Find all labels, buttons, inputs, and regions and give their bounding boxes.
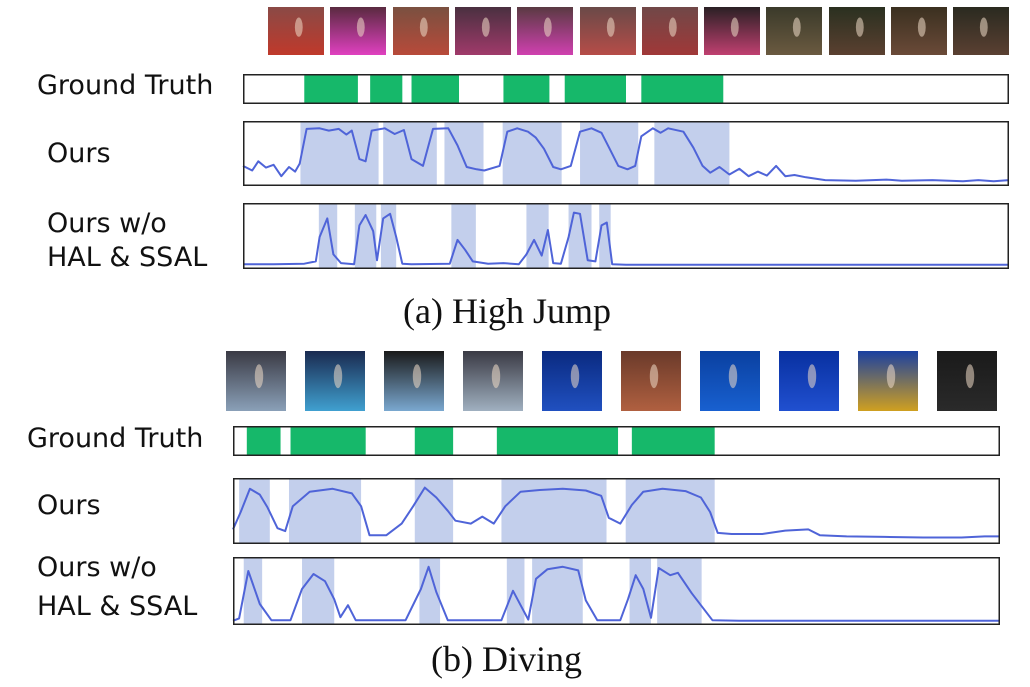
highlight-region	[419, 558, 441, 624]
row-label-ablation-line1: Ours w/o	[37, 552, 157, 583]
video-frame-thumbnail	[268, 7, 324, 55]
highlight-region	[354, 204, 377, 268]
plot-frame	[233, 478, 1000, 544]
video-frame-thumbnail	[704, 7, 761, 55]
plot-frame	[233, 426, 1000, 456]
video-frame-thumbnail	[392, 7, 449, 55]
plot-frame	[243, 203, 1009, 269]
row-label-ours: Ours	[37, 490, 101, 521]
gt-segment	[641, 75, 724, 103]
highlight-region	[302, 558, 335, 624]
gt-segment	[631, 427, 715, 455]
highlight-region	[300, 122, 379, 185]
video-frame-thumbnail	[226, 351, 286, 411]
panel-caption: (a) High Jump	[403, 291, 611, 331]
video-frame-thumbnail	[621, 351, 681, 411]
score-curve	[232, 565, 1000, 622]
gt-segment	[370, 75, 403, 103]
plot-frame	[233, 557, 1000, 625]
gt-segment	[503, 75, 550, 103]
panel-caption: (b) Diving	[431, 639, 582, 679]
video-frame-thumbnail	[641, 7, 698, 55]
highlight-region	[502, 122, 562, 185]
highlight-region	[239, 479, 270, 543]
highlight-region	[506, 558, 525, 624]
gt-segment	[246, 427, 281, 455]
highlight-region	[380, 204, 397, 268]
gt-segment	[411, 75, 460, 103]
highlight-region	[580, 122, 639, 185]
row-label-ablation-line1: Ours w/o	[47, 208, 167, 239]
plot-frame	[243, 74, 1009, 104]
row-label-ground-truth: Ground Truth	[27, 423, 204, 454]
highlight-region	[243, 558, 263, 624]
ours-score-plot	[242, 121, 1010, 186]
ground-truth-bar	[233, 426, 1000, 456]
highlight-region	[657, 558, 702, 624]
row-label-ours: Ours	[47, 138, 111, 169]
plot-frame	[243, 121, 1009, 186]
highlight-region	[318, 204, 338, 268]
highlight-region	[629, 558, 652, 624]
ground-truth-bar	[243, 74, 1009, 104]
score-curve	[232, 486, 1000, 539]
gt-segment	[564, 75, 626, 103]
video-frame-thumbnail	[542, 351, 602, 411]
gt-segment	[414, 427, 454, 455]
video-frame-thumbnail	[891, 7, 947, 55]
highlight-region	[526, 204, 549, 268]
video-frame-thumbnail	[330, 7, 387, 55]
video-frame-thumbnail	[700, 351, 760, 411]
highlight-region	[654, 122, 730, 185]
video-frame-thumbnail	[305, 351, 365, 411]
score-curve	[243, 211, 1009, 266]
row-label-ablation-line2: HAL & SSAL	[47, 242, 208, 273]
highlight-region	[451, 204, 476, 268]
video-frame-thumbnail	[766, 7, 823, 55]
video-frame-thumbnail	[953, 7, 1010, 55]
video-frame-thumbnail	[384, 351, 444, 411]
video-frame-thumbnail	[828, 7, 885, 55]
row-label-ablation-line2: HAL & SSAL	[37, 591, 198, 622]
video-frame-thumbnail	[779, 351, 839, 411]
video-frame-thumbnail	[517, 7, 574, 55]
gt-segment	[290, 427, 366, 455]
ablation-score-plot	[243, 203, 1009, 269]
video-frame-thumbnail	[463, 351, 523, 411]
highlight-region	[599, 204, 611, 268]
video-frame-thumbnail	[937, 351, 997, 411]
gt-segment	[496, 427, 619, 455]
ablation-score-plot	[232, 557, 1000, 625]
video-frame-thumbnail	[858, 351, 918, 411]
highlight-region	[288, 479, 362, 543]
video-frame-thumbnail	[454, 7, 511, 55]
gt-segment	[304, 75, 358, 103]
row-label-ground-truth: Ground Truth	[37, 70, 214, 101]
ours-score-plot	[232, 478, 1000, 544]
video-frame-thumbnail	[579, 7, 636, 55]
score-curve	[242, 127, 1010, 183]
